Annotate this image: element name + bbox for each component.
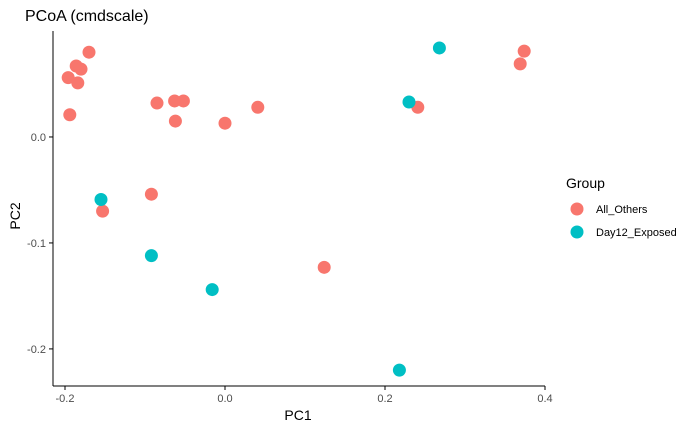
chart-title: PCoA (cmdscale) [25,8,149,25]
y-tick-label: -0.1 [27,238,46,250]
data-point-all-others [74,62,88,76]
x-axis-ticks: -0.2 0.0 0.2 0.4 [56,386,553,405]
legend-key-day12-exposed [570,225,584,239]
y-axis-label: PC2 [7,202,23,229]
data-point-day12-exposed [432,41,446,55]
data-point-all-others [71,76,85,90]
x-tick-label: 0.2 [377,393,392,405]
data-point-all-others [317,260,331,274]
legend-key-all-others [570,202,584,216]
data-point-all-others [176,94,190,108]
x-axis-label: PC1 [284,407,311,423]
y-tick-label: 0.0 [31,132,46,144]
data-point-day12-exposed [94,192,108,206]
x-tick-label: 0.0 [217,393,232,405]
data-point-day12-exposed [392,363,406,377]
data-point-all-others [218,116,232,130]
data-point-all-others [82,45,96,59]
data-point-all-others [96,204,110,218]
x-tick-label: -0.2 [56,393,75,405]
data-point-day12-exposed [144,249,158,263]
data-point-day12-exposed [402,95,416,109]
data-point-all-others [168,114,182,128]
legend-items: All_Others Day12_Exposed [570,202,677,239]
legend-title: Group [566,175,605,191]
data-point-all-others [517,44,531,58]
y-tick-label: -0.2 [27,344,46,356]
y-axis-ticks: -0.2 -0.1 0.0 [27,132,53,356]
x-tick-label: 0.4 [537,393,552,405]
data-point-all-others [63,108,77,122]
data-point-all-others [61,71,75,85]
legend-label: Day12_Exposed [596,227,677,239]
legend: Group All_Others Day12_Exposed [566,175,677,239]
legend-label: All_Others [596,204,648,216]
data-point-all-others [144,187,158,201]
data-point-all-others [150,96,164,110]
data-point-day12-exposed [205,283,219,297]
data-point-all-others [251,100,265,114]
plot-points [61,41,531,377]
data-point-all-others [513,57,527,71]
